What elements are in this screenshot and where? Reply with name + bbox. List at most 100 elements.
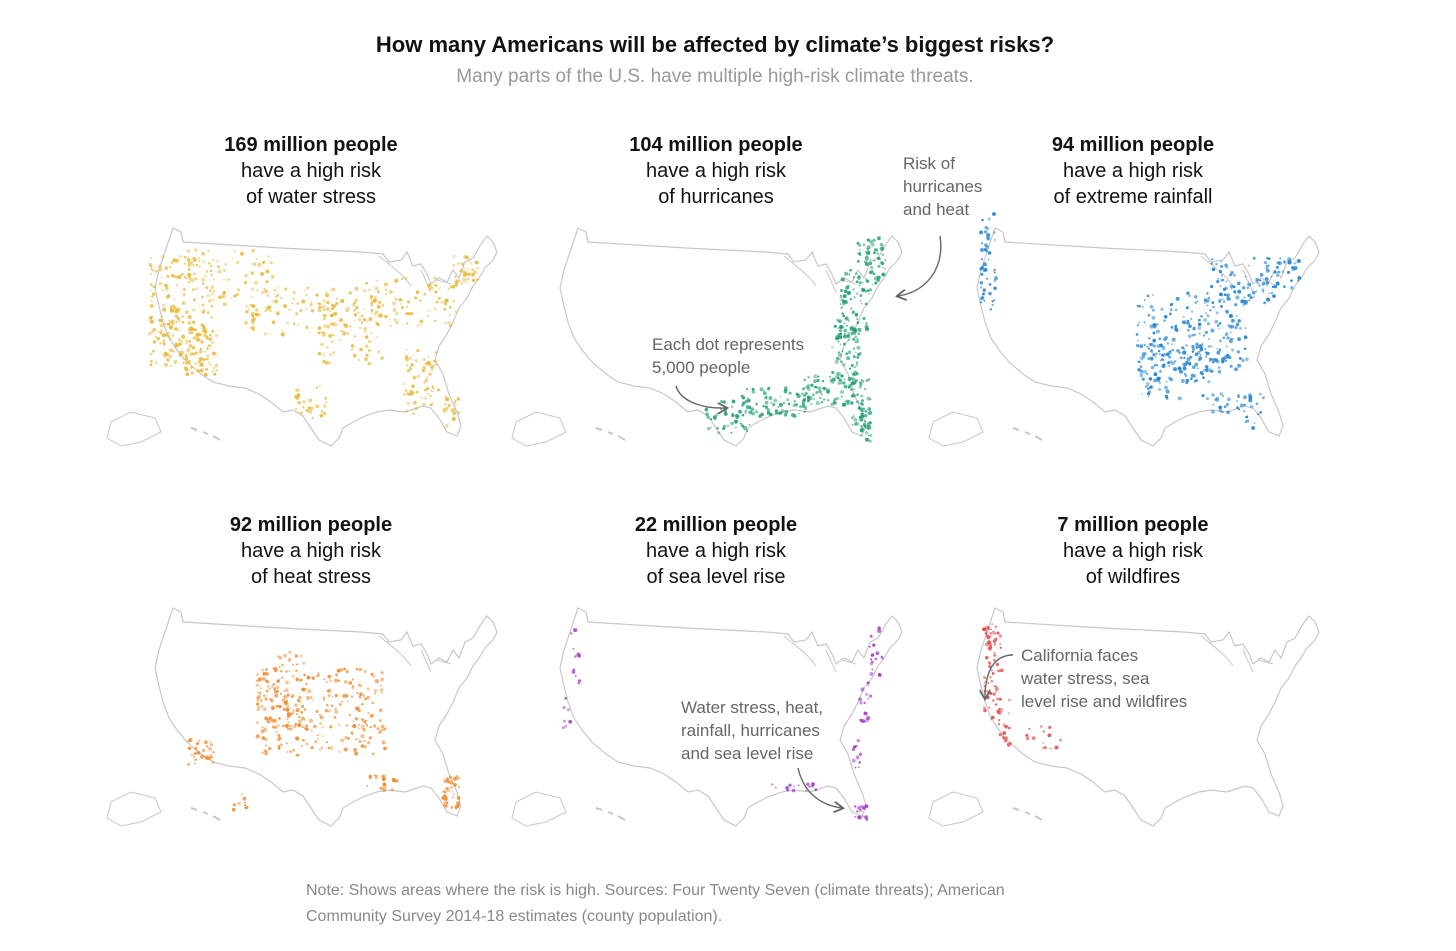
population-dot (368, 317, 373, 322)
population-dot (1216, 324, 1220, 327)
population-dot (710, 418, 713, 421)
population-dot (344, 735, 348, 739)
population-dot (320, 306, 323, 309)
population-dot (363, 739, 366, 743)
population-dot (858, 281, 862, 285)
population-dot (190, 365, 194, 369)
population-dot (1139, 344, 1144, 348)
population-dot (195, 287, 199, 290)
population-dot (250, 287, 255, 291)
population-dot (186, 249, 191, 253)
population-dot (1226, 356, 1230, 360)
population-dot (148, 332, 152, 335)
population-dot (245, 304, 248, 308)
population-dot (840, 390, 844, 394)
population-dot (259, 699, 263, 702)
population-dot (1258, 392, 1262, 396)
population-dot (177, 275, 182, 280)
population-dot (198, 265, 202, 269)
population-dot (813, 398, 816, 401)
population-dot (1210, 328, 1215, 333)
population-dot (294, 722, 298, 726)
population-dot (274, 725, 278, 729)
population-dot (377, 350, 380, 354)
population-dot (193, 328, 197, 331)
population-dot (362, 728, 366, 732)
population-dot (454, 399, 457, 402)
population-dot (325, 307, 330, 311)
population-dot (858, 385, 862, 389)
population-dot (281, 698, 286, 703)
population-dot (249, 304, 252, 306)
population-dot (1147, 313, 1151, 317)
population-dot (574, 655, 577, 658)
population-dot (826, 389, 831, 394)
population-dot (286, 712, 291, 716)
population-dot (991, 303, 994, 307)
population-dot (1008, 698, 1011, 702)
annotation-line: Risk of (903, 154, 955, 173)
population-dot (1137, 360, 1141, 364)
population-dot (406, 349, 408, 352)
population-dot (329, 313, 334, 318)
population-dot (275, 730, 278, 733)
population-dot (1160, 307, 1164, 311)
population-dot (870, 242, 875, 247)
population-dot (1141, 358, 1144, 361)
population-dot (881, 266, 884, 269)
population-dot (840, 277, 845, 282)
population-dot (1229, 337, 1233, 340)
population-dot (412, 400, 417, 405)
population-dot (851, 423, 854, 426)
population-dot (817, 386, 822, 391)
population-dot (390, 788, 394, 792)
population-dot (812, 394, 815, 397)
population-dot (306, 675, 311, 680)
population-dot (842, 381, 846, 385)
population-dot (984, 628, 986, 631)
population-dot (844, 271, 849, 276)
population-dot (856, 321, 860, 324)
annotation-line: hurricanes (903, 177, 983, 196)
population-dot (865, 253, 868, 257)
population-dot (193, 762, 197, 765)
population-dot (1186, 319, 1190, 323)
population-dot (1160, 353, 1164, 357)
population-dot (286, 693, 290, 697)
population-dot (779, 395, 782, 398)
population-dot (470, 262, 472, 264)
population-dot (982, 268, 987, 273)
population-dot (1187, 328, 1190, 332)
population-dot (318, 384, 321, 388)
population-dot (305, 695, 311, 701)
population-dot (152, 340, 156, 344)
population-dot (212, 366, 216, 370)
population-dot (1248, 398, 1253, 403)
population-dot (367, 362, 372, 366)
population-dot (837, 327, 840, 329)
population-dot (860, 687, 865, 692)
population-dot (831, 370, 835, 375)
population-dot (203, 372, 208, 377)
population-dot (860, 401, 863, 405)
population-dot (433, 283, 438, 287)
population-dot (265, 667, 269, 671)
population-dot (1164, 385, 1168, 390)
population-dot (280, 670, 283, 673)
population-dot (1211, 267, 1216, 272)
population-dot (206, 348, 209, 351)
population-dot (1151, 294, 1154, 296)
population-dot (854, 366, 856, 369)
population-dot (1140, 369, 1143, 372)
population-dot (443, 790, 448, 794)
headline-line: have a high risk (645, 160, 787, 182)
population-dot (205, 756, 210, 761)
population-dot (352, 720, 355, 723)
population-dot (267, 255, 270, 258)
population-dot (373, 295, 377, 300)
panel-headline: 22 million people have a high risk of se… (506, 512, 926, 590)
population-dot (990, 679, 994, 683)
population-dot (1234, 367, 1238, 372)
population-dot (338, 750, 341, 753)
population-dot (1002, 731, 1007, 735)
